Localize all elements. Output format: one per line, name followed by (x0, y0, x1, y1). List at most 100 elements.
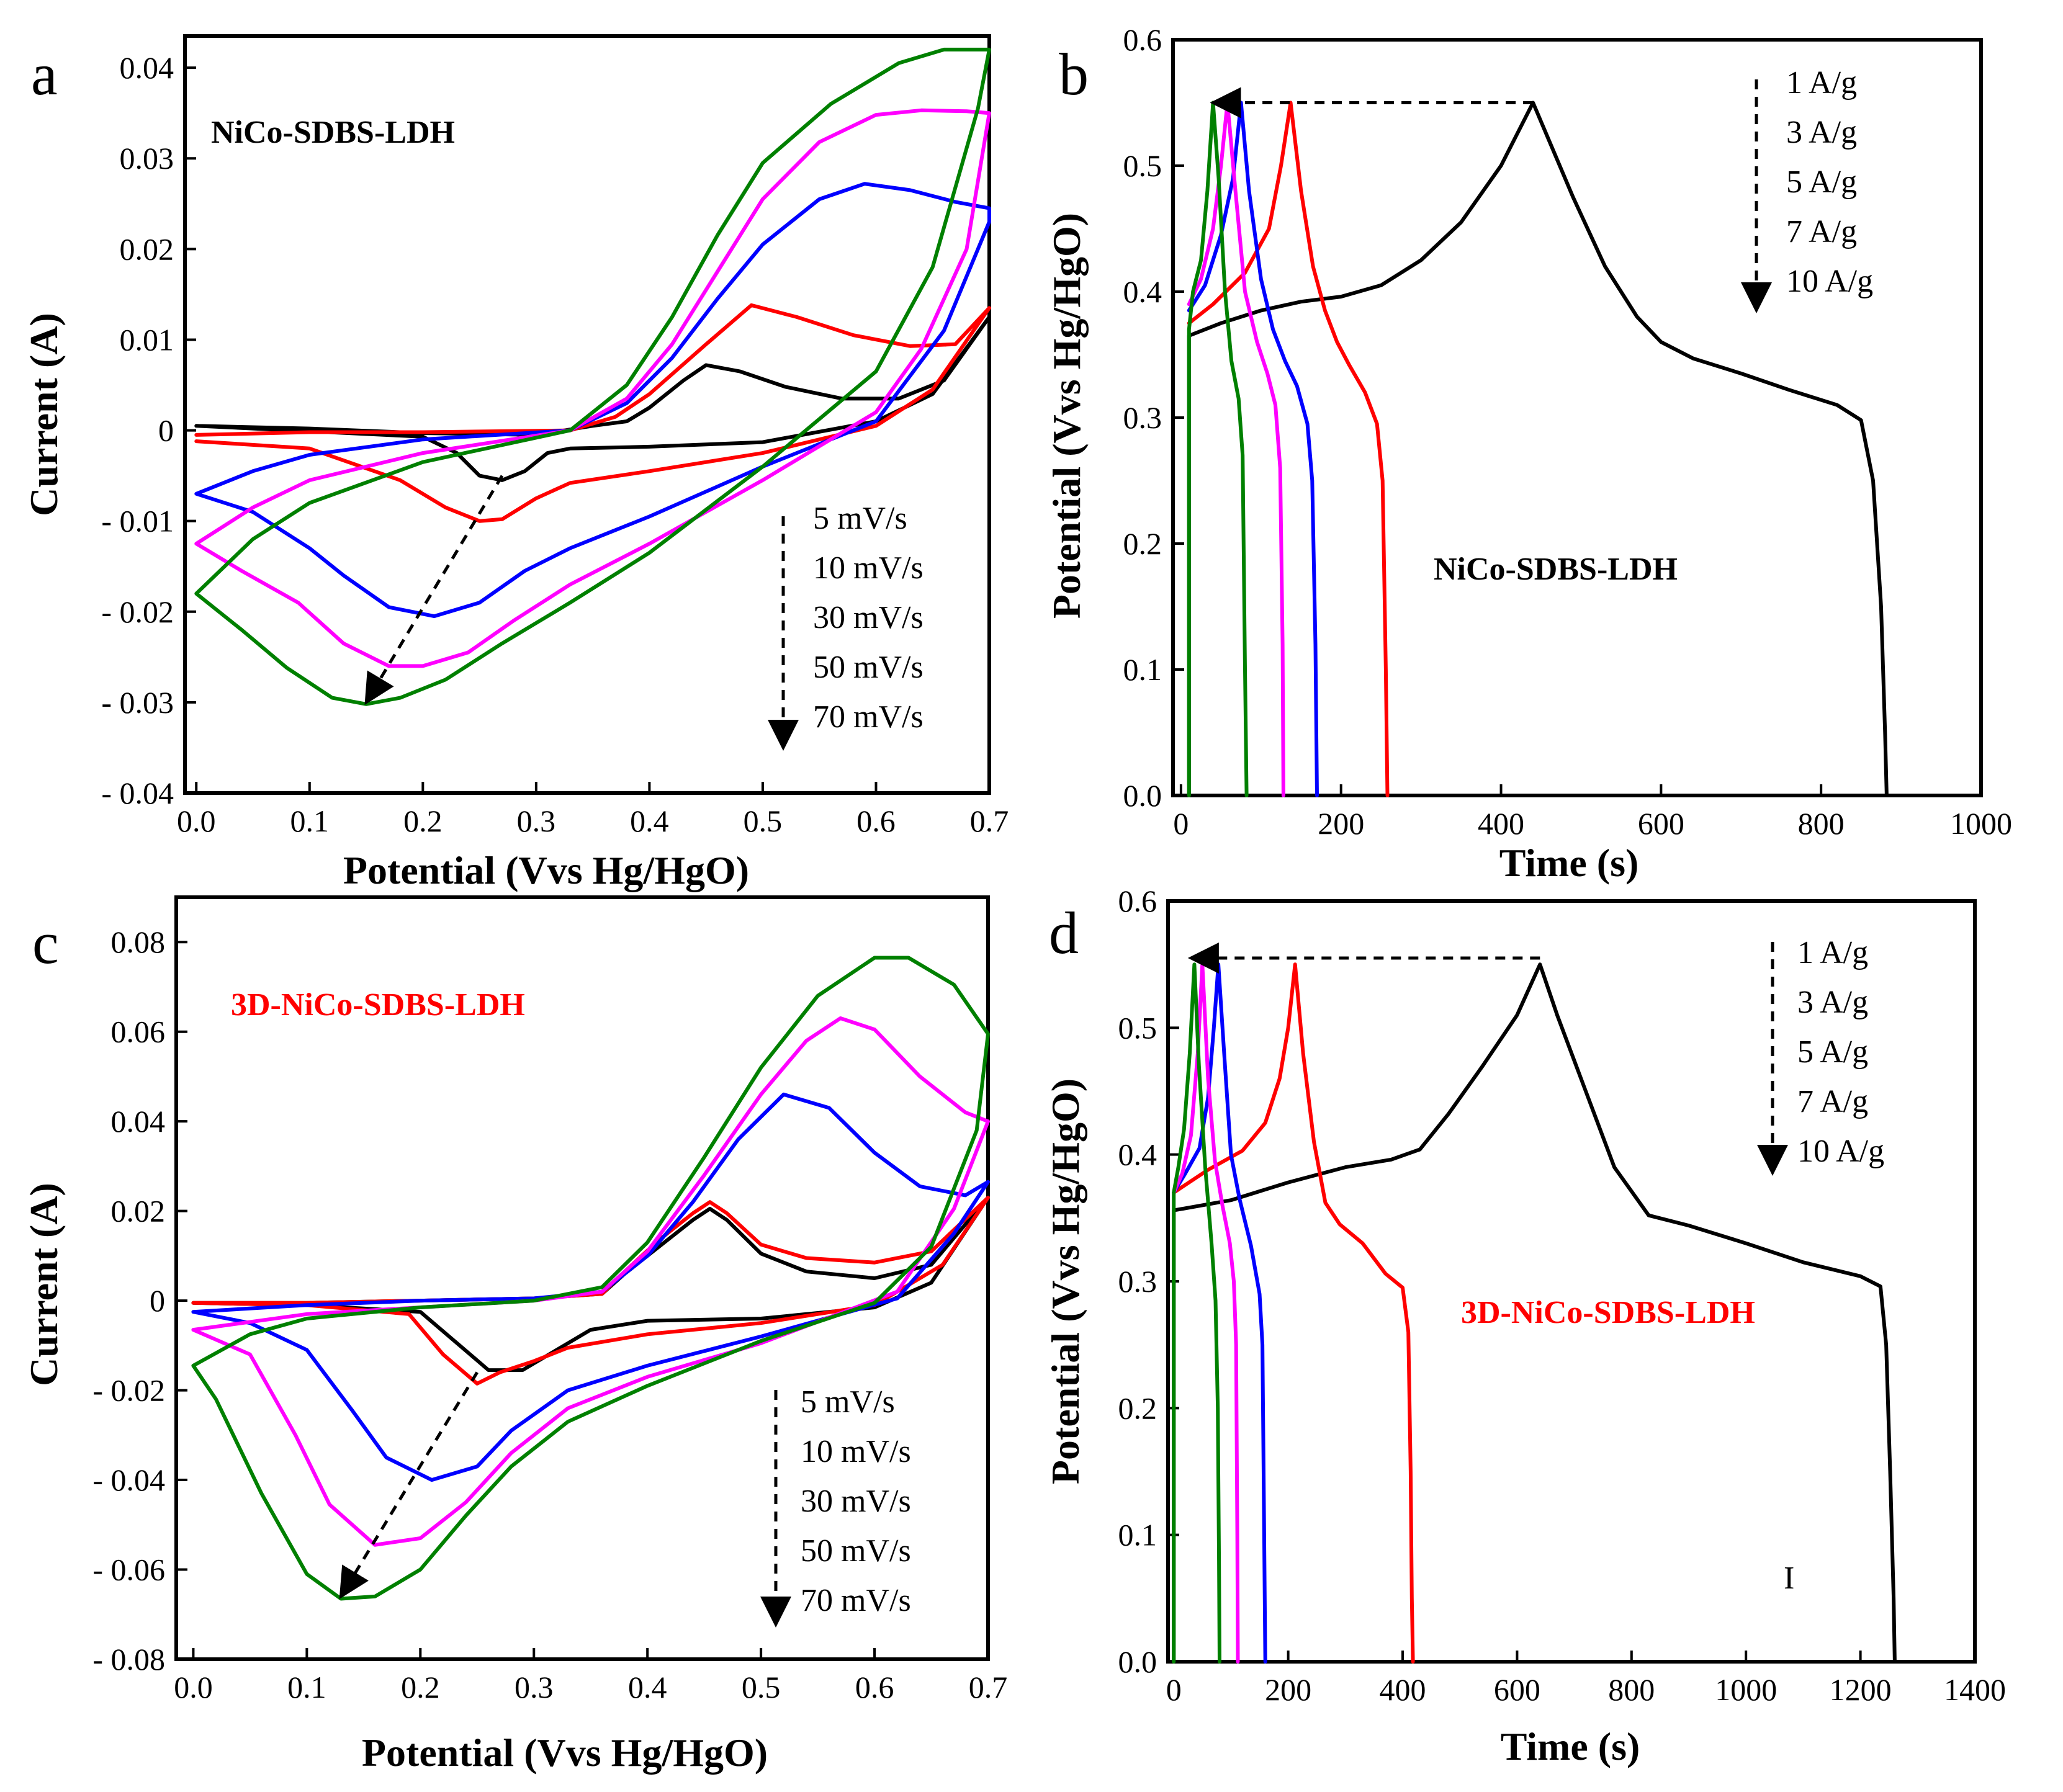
legend-entry: 30 mV/s (813, 600, 924, 635)
legend-entry: 70 mV/s (801, 1583, 911, 1618)
series-line (194, 108, 991, 668)
x-tick-label: 1000 (1950, 806, 2012, 841)
x-tick-label: 0.7 (969, 1670, 1008, 1705)
y-tick-label: 0.01 (120, 322, 174, 357)
y-tick-label: 0.1 (1118, 1518, 1157, 1552)
panel-d: d 3D-NiCo-SDBS-LDH I Time (s) Potential … (1043, 884, 2006, 1768)
x-tick-label: 0.1 (287, 1670, 326, 1705)
x-tick-label: 400 (1380, 1672, 1426, 1707)
y-tick-label: 0.02 (120, 231, 174, 266)
legend-entry: 30 mV/s (801, 1484, 911, 1519)
series-line (1172, 962, 1221, 1664)
y-tick-label: 0.0 (1123, 778, 1162, 813)
y-tick-label: 0.5 (1118, 1010, 1157, 1045)
series-line (194, 182, 991, 619)
series-line (1172, 962, 1415, 1664)
series-line (1172, 962, 1897, 1664)
y-tick-label: 0.04 (120, 50, 174, 85)
x-tick-label: 0.4 (630, 804, 669, 838)
y-tick-label: - 0.04 (101, 776, 174, 810)
y-tick-label: 0.2 (1123, 526, 1162, 561)
series-line (191, 1016, 990, 1547)
panel-c-label: c (32, 910, 59, 976)
x-tick-label: 0.6 (856, 804, 896, 838)
y-tick-label: 0.2 (1118, 1391, 1157, 1425)
panel-d-ticks: 0 200 400 600 800 1000 1200 1400 0.0 0.1 0.2 0.3 0.4… (1118, 884, 2007, 1707)
y-tick-label: - 0.08 (92, 1642, 165, 1677)
y-tick-label: - 0.06 (92, 1552, 165, 1587)
panel-b-ticks: 0 200 400 600 800 1000 0.0 0.1 0.2 0.3 0.4 0.5 0.6 (1123, 22, 2013, 841)
panel-b-plot (1187, 87, 1889, 797)
x-tick-label: 0.7 (970, 804, 1009, 838)
panel-a-frame (183, 34, 991, 795)
legend-entry: 10 A/g (1786, 264, 1873, 299)
panel-d-ylabel: Potential (Vvs Hg/HgO) (1043, 1078, 1087, 1484)
panel-b-ylabel: Potential (Vvs Hg/HgO) (1045, 213, 1089, 619)
series-line (1172, 962, 1240, 1664)
legend-entry: 10 mV/s (801, 1434, 911, 1469)
legend-entry: 10 A/g (1797, 1134, 1884, 1169)
series-line (194, 315, 991, 482)
x-tick-label: 0.0 (177, 804, 216, 838)
legend-entry: 3 A/g (1786, 115, 1857, 150)
x-tick-label: 0.3 (515, 1670, 554, 1705)
x-tick-label: 800 (1608, 1672, 1655, 1707)
x-tick-label: 600 (1494, 1672, 1540, 1707)
y-tick-label: 0 (150, 1283, 165, 1318)
y-tick-label: 0.4 (1118, 1137, 1157, 1172)
legend-entry: 5 A/g (1797, 1034, 1868, 1070)
panel-c-ticks: 0.0 0.1 0.2 0.3 0.4 0.5 0.6 0.7 0.08 0.06 0.04 0.02… (92, 925, 1007, 1705)
panel-a-series-title: NiCo-SDBS-LDH (211, 115, 455, 150)
panel-c-series-title: 3D-NiCo-SDBS-LDH (231, 987, 525, 1023)
panel-c: c 3D-NiCo-SDBS-LDH Potential (Vvs Hg/HgO… (22, 895, 1007, 1775)
x-tick-label: 0.6 (855, 1670, 894, 1705)
trend-arrow (364, 475, 504, 706)
x-tick-label: 0.5 (744, 804, 783, 838)
panel-a-legend: 5 mV/s 10 mV/s 30 mV/s 50 mV/s 70 mV/s (768, 501, 924, 751)
panel-d-xlabel: Time (s) (1501, 1724, 1640, 1768)
panel-a: a NiCo-SDBS-LDH Potential (Vvs Hg/HgO) C… (22, 34, 1009, 892)
panel-c-legend: 5 mV/s 10 mV/s 30 mV/s 50 mV/s 70 mV/s (760, 1384, 911, 1628)
panel-a-ylabel: Current (A) (22, 313, 66, 516)
legend-entry: 7 A/g (1786, 214, 1857, 249)
y-tick-label: 0.1 (1123, 652, 1162, 687)
x-tick-label: 0 (1173, 806, 1189, 841)
panel-a-xlabel: Potential (Vvs Hg/HgO) (343, 848, 749, 892)
y-tick-label: 0.5 (1123, 148, 1162, 183)
legend-entry: 7 A/g (1797, 1084, 1868, 1119)
legend-entry: 10 mV/s (813, 550, 924, 586)
x-tick-label: 1000 (1715, 1672, 1777, 1707)
panel-a-plot (194, 47, 991, 706)
x-tick-label: 1200 (1830, 1672, 1892, 1707)
legend-entry: 50 mV/s (813, 650, 924, 685)
x-tick-label: 0.0 (174, 1670, 213, 1705)
panel-d-series-title: 3D-NiCo-SDBS-LDH (1461, 1295, 1755, 1330)
panel-b-xlabel: Time (s) (1499, 841, 1639, 885)
y-tick-label: 0.08 (111, 925, 166, 959)
panel-d-legend: 1 A/g 3 A/g 5 A/g 7 A/g 10 A/g (1757, 935, 1884, 1176)
x-tick-label: 600 (1638, 806, 1684, 841)
series-line (1187, 101, 1249, 797)
panel-b-series-title: NiCo-SDBS-LDH (1434, 552, 1678, 587)
legend-entry: 3 A/g (1797, 985, 1868, 1020)
y-tick-label: 0 (158, 413, 174, 448)
y-tick-label: 0.03 (120, 141, 174, 176)
trend-arrow (339, 1371, 479, 1600)
x-tick-label: 0.2 (401, 1670, 440, 1705)
panel-c-ylabel: Current (A) (22, 1183, 66, 1386)
x-tick-label: 200 (1318, 806, 1364, 841)
y-tick-label: 0.3 (1118, 1264, 1157, 1299)
panel-a-label: a (31, 41, 58, 107)
x-tick-label: 200 (1265, 1672, 1311, 1707)
y-tick-label: - 0.02 (92, 1373, 165, 1408)
y-tick-label: 0.02 (111, 1194, 166, 1229)
y-tick-label: - 0.01 (101, 504, 174, 539)
y-tick-label: 0.0 (1118, 1644, 1157, 1679)
panel-c-frame (174, 895, 990, 1661)
series-line (1187, 101, 1285, 797)
panel-d-plot (1172, 942, 1897, 1664)
series-line (194, 303, 991, 523)
x-tick-label: 0.3 (517, 804, 556, 838)
legend-entry: 1 A/g (1797, 935, 1868, 970)
